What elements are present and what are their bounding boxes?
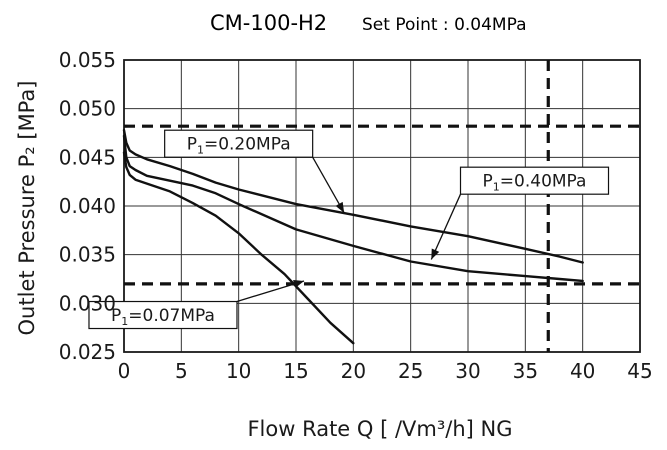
annotation-leader [430, 193, 462, 260]
plot-frame [123, 59, 641, 353]
y-tick-label: 0.040 [59, 194, 116, 218]
x-tick-label: 0 [118, 359, 131, 383]
reference-lines [124, 60, 640, 352]
annotation-arrowhead [431, 248, 440, 260]
x-tick-label: 10 [226, 359, 251, 383]
annotation-arrowhead [293, 280, 305, 288]
annotation-value: =0.20MPa [204, 135, 291, 155]
annotation-prefix: P [483, 172, 493, 192]
y-tick-label: 0.030 [59, 291, 116, 315]
annotation-value: =0.07MPa [128, 306, 215, 326]
y-tick-label: 0.025 [59, 340, 116, 364]
x-axis-label: Flow Rate Q [ /Vm³/h] NG [247, 417, 512, 441]
x-tick-label: 25 [398, 359, 423, 383]
y-tick-label: 0.050 [59, 97, 116, 121]
series-annotation: P1=0.07MPa [88, 280, 305, 330]
annotation-subscript: 1 [121, 315, 128, 328]
x-tick-label: 20 [341, 359, 366, 383]
chart-title: CM-100-H2 [210, 11, 327, 35]
x-tick-label: 40 [570, 359, 595, 383]
annotation-arrowhead [335, 201, 345, 213]
annotation-label: P1=0.40MPa [483, 172, 587, 194]
annotation-box [88, 300, 238, 330]
series-line-3 [122, 151, 355, 345]
series-line-1 [122, 128, 584, 264]
annotation-subscript: 1 [197, 144, 204, 157]
x-tick-label: 35 [513, 359, 538, 383]
annotation-label: P1=0.07MPa [111, 306, 215, 328]
annotation-prefix: P [187, 135, 197, 155]
series-annotation: P1=0.20MPa [164, 129, 345, 214]
x-tick-label: 5 [175, 359, 188, 383]
x-tick-label: 30 [455, 359, 480, 383]
y-axis-label: Outlet Pressure P₂ [MPa] [15, 81, 39, 336]
annotation-box [459, 166, 610, 195]
annotation-box [164, 129, 314, 158]
annotation-subscript: 1 [493, 181, 500, 194]
series-lines [122, 128, 584, 345]
annotation-value: =0.40MPa [500, 172, 587, 192]
series-annotation: P1=0.40MPa [430, 166, 610, 260]
annotation-leader [312, 156, 345, 214]
annotation-leader [236, 280, 305, 303]
y-tick-label: 0.035 [59, 243, 116, 267]
y-tick-label: 0.045 [59, 145, 116, 169]
annotation-prefix: P [111, 306, 121, 326]
annotation-label: P1=0.20MPa [187, 135, 291, 157]
chart-subtitle: Set Point : 0.04MPa [362, 15, 527, 35]
x-tick-label: 45 [627, 359, 652, 383]
tick-labels: 0 5 10 15 20 25 30 35 40 45 0.025 0.030 0.035 0.040 0.… [59, 48, 653, 383]
y-tick-label: 0.055 [59, 48, 116, 72]
x-tick-label: 15 [283, 359, 308, 383]
series-line-2 [122, 134, 584, 283]
